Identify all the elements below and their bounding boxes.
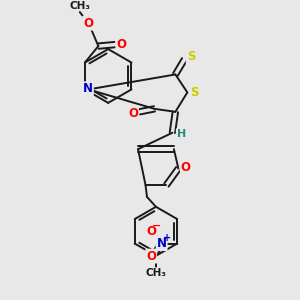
Text: O: O bbox=[128, 107, 138, 120]
Text: +: + bbox=[163, 232, 171, 243]
Text: O: O bbox=[181, 160, 191, 174]
Text: N: N bbox=[157, 237, 167, 250]
Text: S: S bbox=[187, 50, 195, 63]
Text: N: N bbox=[83, 82, 93, 95]
Text: O: O bbox=[146, 250, 156, 262]
Text: CH₃: CH₃ bbox=[146, 268, 167, 278]
Text: H: H bbox=[177, 129, 186, 139]
Text: −: − bbox=[152, 220, 161, 231]
Text: O: O bbox=[146, 224, 156, 238]
Text: O: O bbox=[116, 38, 126, 51]
Text: CH₃: CH₃ bbox=[69, 1, 90, 11]
Text: O: O bbox=[83, 16, 93, 30]
Text: S: S bbox=[190, 86, 198, 99]
